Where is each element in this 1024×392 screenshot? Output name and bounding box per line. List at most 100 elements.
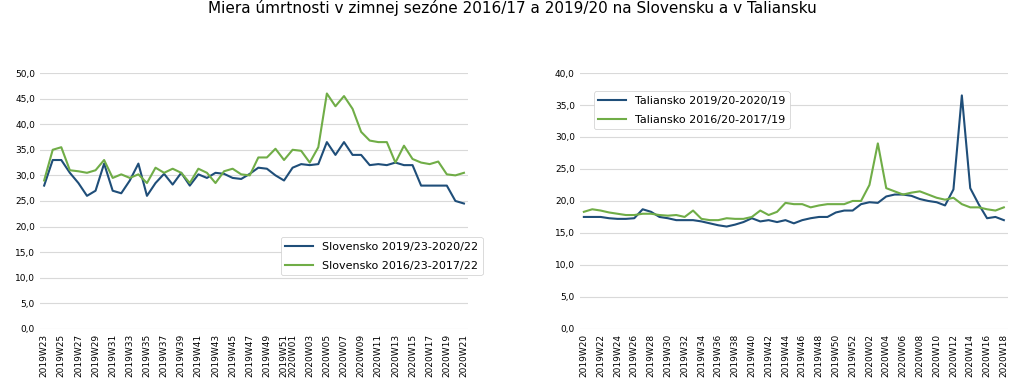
Slovensko 2016/23-2017/22 [73,169,85,174]
Slovensko 2016/23-2017/22 [312,145,325,150]
Taliansko 2016/20-2017/19 [989,208,1001,213]
Slovensko 2016/23-2017/22 [175,171,187,175]
Taliansko 2019/20-2020/19 [989,214,1001,219]
Slovensko 2016/23-2017/22 [38,178,50,183]
Slovensko 2019/23-2020/22 [201,176,213,180]
Taliansko 2016/20-2017/19 [871,141,884,146]
Slovensko 2016/23-2017/22 [458,171,470,175]
Taliansko 2016/20-2017/19 [863,183,876,187]
Slovensko 2019/23-2020/22 [55,158,68,162]
Slovensko 2019/23-2020/22 [346,152,358,157]
Taliansko 2019/20-2020/19 [997,218,1010,223]
Slovensko 2019/23-2020/22 [364,163,376,167]
Slovensko 2016/23-2017/22 [398,143,411,148]
Slovensko 2019/23-2020/22 [303,163,315,167]
Slovensko 2016/23-2017/22 [150,165,162,170]
Slovensko 2016/23-2017/22 [389,160,401,165]
Slovensko 2016/23-2017/22 [209,181,221,185]
Slovensko 2019/23-2020/22 [415,183,427,188]
Legend: Slovensko 2019/23-2020/22, Slovensko 2016/23-2017/22: Slovensko 2019/23-2020/22, Slovensko 201… [281,237,482,275]
Slovensko 2019/23-2020/22 [115,191,127,196]
Taliansko 2019/20-2020/19 [703,221,716,226]
Slovensko 2019/23-2020/22 [381,163,393,167]
Slovensko 2016/23-2017/22 [407,157,419,162]
Slovensko 2019/23-2020/22 [424,183,436,188]
Taliansko 2019/20-2020/19 [578,214,590,219]
Slovensko 2016/23-2017/22 [450,173,462,178]
Taliansko 2016/20-2017/19 [578,209,590,214]
Slovensko 2016/23-2017/22 [321,91,333,96]
Taliansko 2019/20-2020/19 [712,223,724,228]
Slovensko 2019/23-2020/22 [295,162,307,167]
Slovensko 2016/23-2017/22 [46,147,58,152]
Slovensko 2019/23-2020/22 [38,183,50,188]
Slovensko 2016/23-2017/22 [244,173,256,178]
Slovensko 2016/23-2017/22 [63,168,76,172]
Taliansko 2016/20-2017/19 [712,218,724,223]
Slovensko 2019/23-2020/22 [141,194,154,198]
Taliansko 2016/20-2017/19 [897,192,909,197]
Line: Slovensko 2019/23-2020/22: Slovensko 2019/23-2020/22 [44,142,464,203]
Taliansko 2019/20-2020/19 [721,224,733,229]
Slovensko 2016/23-2017/22 [424,162,436,167]
Slovensko 2019/23-2020/22 [407,163,419,167]
Line: Slovensko 2016/23-2017/22: Slovensko 2016/23-2017/22 [44,93,464,183]
Slovensko 2016/23-2017/22 [158,171,170,175]
Slovensko 2019/23-2020/22 [450,199,462,203]
Slovensko 2016/23-2017/22 [141,181,154,185]
Slovensko 2016/23-2017/22 [201,171,213,175]
Slovensko 2019/23-2020/22 [312,162,325,167]
Slovensko 2016/23-2017/22 [295,149,307,153]
Taliansko 2019/20-2020/19 [863,200,876,205]
Slovensko 2019/23-2020/22 [398,163,411,167]
Slovensko 2019/23-2020/22 [89,189,101,193]
Slovensko 2019/23-2020/22 [440,183,453,188]
Slovensko 2019/23-2020/22 [73,181,85,185]
Taliansko 2016/20-2017/19 [721,216,733,221]
Slovensko 2016/23-2017/22 [183,181,196,185]
Slovensko 2016/23-2017/22 [303,160,315,165]
Slovensko 2019/23-2020/22 [132,161,144,166]
Slovensko 2016/23-2017/22 [98,158,111,162]
Slovensko 2019/23-2020/22 [432,183,444,188]
Text: Miera úmrtnosti v zimnej sezóne 2016/17 a 2019/20 na Slovensku a v Taliansku: Miera úmrtnosti v zimnej sezóne 2016/17 … [208,0,816,16]
Slovensko 2019/23-2020/22 [321,140,333,145]
Slovensko 2016/23-2017/22 [278,158,290,162]
Slovensko 2019/23-2020/22 [98,161,111,166]
Slovensko 2016/23-2017/22 [440,172,453,177]
Slovensko 2016/23-2017/22 [381,140,393,145]
Line: Taliansko 2019/20-2020/19: Taliansko 2019/20-2020/19 [584,95,1004,227]
Taliansko 2019/20-2020/19 [889,192,901,197]
Slovensko 2016/23-2017/22 [115,172,127,177]
Slovensko 2019/23-2020/22 [372,162,384,167]
Slovensko 2019/23-2020/22 [183,183,196,188]
Slovensko 2016/23-2017/22 [415,160,427,165]
Taliansko 2019/20-2020/19 [955,93,968,98]
Taliansko 2016/20-2017/19 [703,218,716,223]
Slovensko 2019/23-2020/22 [330,152,342,157]
Slovensko 2016/23-2017/22 [55,145,68,150]
Slovensko 2016/23-2017/22 [269,146,282,151]
Slovensko 2019/23-2020/22 [261,166,273,171]
Slovensko 2016/23-2017/22 [167,166,179,171]
Slovensko 2019/23-2020/22 [150,181,162,185]
Slovensko 2019/23-2020/22 [269,173,282,178]
Slovensko 2016/23-2017/22 [364,138,376,143]
Slovensko 2019/23-2020/22 [124,178,136,183]
Slovensko 2016/23-2017/22 [372,140,384,145]
Slovensko 2019/23-2020/22 [167,182,179,187]
Line: Taliansko 2016/20-2017/19: Taliansko 2016/20-2017/19 [584,143,1004,220]
Slovensko 2019/23-2020/22 [278,178,290,183]
Slovensko 2016/23-2017/22 [346,107,358,111]
Slovensko 2016/23-2017/22 [252,155,264,160]
Slovensko 2019/23-2020/22 [236,177,248,181]
Slovensko 2016/23-2017/22 [338,94,350,98]
Taliansko 2016/20-2017/19 [670,213,682,218]
Slovensko 2019/23-2020/22 [338,140,350,145]
Slovensko 2016/23-2017/22 [287,147,299,152]
Slovensko 2016/23-2017/22 [106,176,119,180]
Slovensko 2016/23-2017/22 [132,172,144,177]
Slovensko 2016/23-2017/22 [355,129,368,134]
Slovensko 2019/23-2020/22 [175,171,187,175]
Slovensko 2019/23-2020/22 [158,171,170,176]
